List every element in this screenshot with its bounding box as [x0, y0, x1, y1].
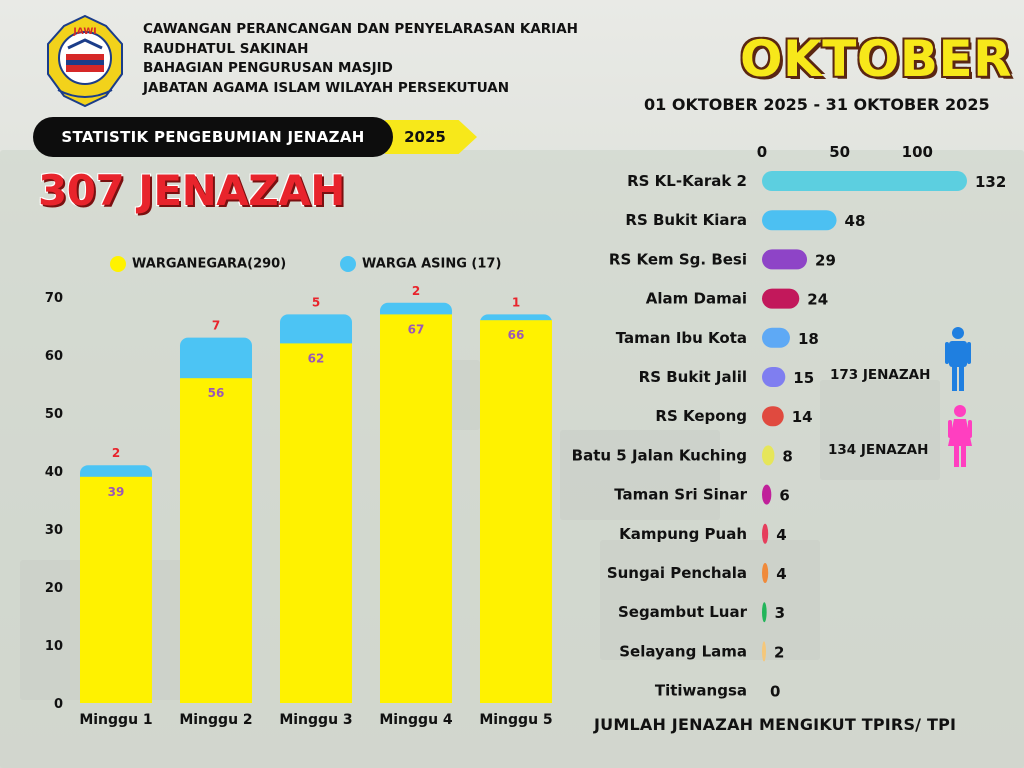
header-line-1: CAWANGAN PERANCANGAN DAN PENYELARASAN KA…: [143, 21, 578, 37]
bar-citizen: [180, 378, 252, 703]
legend-foreign: WARGA ASING (17): [340, 256, 501, 272]
category-label: Sungai Penchala: [607, 564, 747, 582]
y-tick-label: 20: [45, 581, 63, 596]
hbar-value: 6: [779, 487, 789, 505]
y-tick-label: 0: [54, 697, 63, 712]
hbar: [762, 484, 772, 505]
hbar-value: 3: [775, 604, 785, 622]
hbar: [762, 523, 769, 544]
bar-citizen: [80, 476, 152, 703]
y-tick-label: 30: [45, 523, 63, 538]
hbar-value: 18: [798, 330, 819, 348]
bar-citizen: [280, 343, 352, 703]
y-tick-label: 10: [45, 639, 63, 654]
banner-year-arrow: [385, 120, 477, 154]
hbar: [762, 367, 786, 387]
header-line-4: JABATAN AGAMA ISLAM WILAYAH PERSEKUTUAN: [143, 79, 510, 96]
legend-foreign-label: WARGA ASING (17): [362, 256, 502, 272]
category-label: Taman Sri Sinar: [614, 486, 747, 504]
x-tick-label: Minggu 5: [479, 712, 552, 728]
stat-banner: STATISTIK PENGEBUMIAN JENAZAH 2025: [33, 117, 477, 157]
category-label: Segambut Luar: [618, 603, 748, 621]
date-range: 01 OKTOBER 2025 - 31 OKTOBER 2025: [644, 95, 990, 114]
bar-citizen-value: 67: [408, 322, 425, 336]
bar-citizen-value: 62: [308, 351, 325, 365]
category-label: Batu 5 Jalan Kuching: [572, 446, 747, 464]
male-icon: [945, 327, 971, 391]
hbar: [762, 445, 775, 466]
hbar: [762, 210, 837, 231]
y-tick-label: 60: [45, 349, 63, 364]
x-tick-label: 100: [902, 143, 933, 161]
header-line-3: BAHAGIAN PENGURUSAN MASJID: [143, 60, 393, 76]
legend-citizen-swatch: [110, 256, 126, 272]
legend-citizen-label: WARGANEGARA(290): [132, 256, 287, 272]
female-count: 134 JENAZAH: [828, 442, 929, 458]
x-tick-label: Minggu 4: [379, 712, 453, 728]
banner-title: STATISTIK PENGEBUMIAN JENAZAH: [33, 117, 393, 157]
bar-citizen-value: 56: [208, 386, 225, 400]
bar-foreign-value: 2: [112, 446, 120, 460]
category-label: RS Kem Sg. Besi: [609, 250, 747, 268]
legend-citizen: WARGANEGARA(290): [110, 256, 286, 272]
y-tick-label: 40: [45, 465, 63, 480]
month-title: OKTOBER: [740, 30, 1013, 88]
hbar-chart-title: JUMLAH JENAZAH MENGIKUT TPIRS/ TPI: [594, 715, 957, 734]
hbar-value: 8: [782, 447, 792, 465]
jawi-logo: JAWI: [47, 14, 123, 108]
bar-citizen-value: 66: [508, 328, 525, 342]
hbar: [762, 563, 769, 583]
hbar: [762, 249, 808, 270]
hbar-value: 2: [774, 643, 784, 661]
y-tick-label: 50: [45, 407, 63, 422]
banner-year: 2025: [404, 128, 446, 146]
bar-foreign-value: 1: [512, 295, 520, 309]
x-tick-label: Minggu 2: [179, 712, 252, 728]
bar-citizen: [380, 314, 452, 703]
hbar-value: 4: [776, 526, 786, 544]
bar-foreign-value: 5: [312, 295, 320, 309]
bar-foreign-value: 7: [212, 319, 220, 333]
female-icon: [948, 405, 972, 467]
bar-citizen: [480, 320, 552, 703]
category-label: RS Bukit Jalil: [639, 368, 747, 386]
y-tick-label: 70: [45, 291, 63, 306]
hbar-value: 132: [975, 173, 1006, 191]
legend-foreign-swatch: [340, 256, 356, 272]
category-label: RS KL-Karak 2: [627, 172, 747, 190]
category-label: RS Bukit Kiara: [625, 211, 747, 229]
hbar: [762, 641, 766, 662]
category-label: Alam Damai: [646, 290, 747, 308]
bar-citizen-value: 39: [108, 485, 125, 499]
hbar: [762, 602, 767, 623]
bar-foreign-value: 2: [412, 284, 420, 298]
hbar: [762, 171, 967, 191]
hbar-value: 14: [792, 408, 813, 426]
category-label: Kampung Puah: [619, 525, 747, 543]
hbar-value: 0: [770, 683, 780, 701]
x-tick-label: Minggu 1: [79, 712, 152, 728]
hbar-value: 48: [845, 212, 866, 230]
hbar-value: 4: [776, 565, 786, 583]
total-count: 307 JENAZAH: [38, 166, 345, 215]
x-tick-label: 50: [829, 143, 850, 161]
hbar: [762, 288, 800, 309]
hbar-value: 24: [807, 291, 828, 309]
x-tick-label: Minggu 3: [279, 712, 352, 728]
category-label: Selayang Lama: [619, 642, 747, 660]
header-line-2: RAUDHATUL SAKINAH: [143, 40, 309, 57]
category-label: RS Kepong: [655, 407, 747, 425]
category-label: Taman Ibu Kota: [616, 329, 747, 347]
hbar-value: 15: [793, 369, 814, 387]
x-tick-label: 0: [757, 143, 767, 161]
hbar: [762, 327, 790, 348]
category-label: Titiwangsa: [655, 682, 747, 700]
hbar-value: 29: [815, 251, 836, 269]
header-lines: CAWANGAN PERANCANGAN DAN PENYELARASAN KA…: [143, 20, 578, 98]
male-count: 173 JENAZAH: [830, 367, 931, 383]
logo-text: JAWI: [72, 27, 96, 37]
hbar: [762, 406, 784, 427]
